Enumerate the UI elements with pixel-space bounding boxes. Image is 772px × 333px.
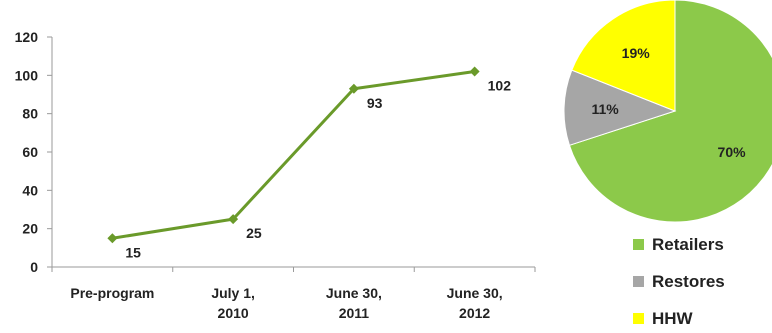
legend-swatch bbox=[633, 313, 644, 324]
y-tick-label: 80 bbox=[22, 106, 38, 122]
pie-slice-restores bbox=[563, 69, 677, 146]
legend-swatch bbox=[633, 239, 644, 250]
pie-slice-hhw bbox=[571, 0, 676, 112]
x-tick-label: 2010 bbox=[218, 305, 249, 321]
data-point bbox=[348, 83, 359, 94]
data-point bbox=[469, 66, 480, 77]
y-tick-label: 0 bbox=[30, 259, 38, 275]
x-tick-label: July 1, bbox=[211, 285, 255, 301]
legend-label: HHW bbox=[652, 309, 694, 328]
y-tick-label: 60 bbox=[22, 144, 38, 160]
pie-slice-label: 70% bbox=[718, 144, 747, 160]
data-label: 15 bbox=[125, 244, 141, 260]
pie-slice-retailers bbox=[568, 0, 772, 223]
x-tick-label: Pre-program bbox=[70, 285, 154, 301]
y-tick-label: 120 bbox=[15, 29, 39, 45]
x-tick-label: 2012 bbox=[459, 305, 490, 321]
data-point bbox=[228, 214, 239, 225]
x-tick-label: 2011 bbox=[339, 305, 370, 321]
data-point bbox=[107, 233, 118, 244]
pie-legend: Retailers Restores HHW bbox=[633, 235, 725, 328]
pie-slice-label: 19% bbox=[622, 45, 651, 61]
y-tick-label: 100 bbox=[15, 67, 39, 83]
data-label: 93 bbox=[367, 95, 383, 111]
series-line bbox=[112, 70, 475, 240]
pie-slice-label: 11% bbox=[591, 101, 619, 117]
x-tick-label: June 30, bbox=[447, 285, 503, 301]
y-tick-label: 20 bbox=[22, 221, 38, 237]
pie-chart: 70% 11% 19% bbox=[563, 0, 772, 223]
data-label: 25 bbox=[246, 225, 262, 241]
line-chart: 0 20 40 60 80 100 120 Pre-program July 1, 2010 Jun… bbox=[15, 29, 536, 321]
x-tick-label: June 30, bbox=[326, 285, 382, 301]
y-tick-label: 40 bbox=[22, 182, 38, 198]
legend-label: Restores bbox=[652, 272, 725, 291]
legend-swatch bbox=[633, 276, 644, 287]
data-label: 102 bbox=[488, 78, 512, 94]
legend-label: Retailers bbox=[652, 235, 724, 254]
